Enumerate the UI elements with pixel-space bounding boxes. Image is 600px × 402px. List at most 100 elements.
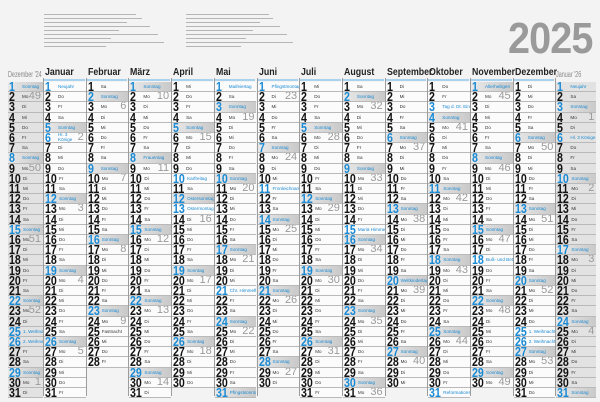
day-number: 24 (215, 316, 228, 327)
day-number: 30 (215, 377, 228, 388)
weekday-label: Sa (314, 114, 320, 120)
day-cell: 13 Di (428, 204, 470, 215)
holiday-cell: 31Reformationstag (428, 388, 470, 399)
day-number: 10 (514, 173, 527, 184)
sunday-cell: 22 Sonntag (8, 296, 43, 307)
weekday-label: Do (100, 135, 107, 140)
weekday-label: Di (357, 186, 363, 191)
weekday-label: Mo (571, 186, 578, 191)
column-divider (384, 78, 386, 396)
day-number: 13 (258, 204, 271, 215)
weekday-label: Sonntag (528, 206, 546, 212)
day-number: 7 (472, 143, 478, 154)
day-number: 22 (215, 296, 228, 307)
day-number: 9 (9, 163, 15, 174)
day-number: 26 (343, 337, 356, 348)
sunday-cell: 10 Sonntag (556, 173, 597, 184)
day-number: 12 (301, 194, 314, 205)
day-cell: 11 Sa (172, 184, 214, 195)
day-number: 28 (258, 357, 271, 368)
day-number: 26 (258, 337, 271, 348)
weekday-label: Sa (229, 379, 236, 385)
day-number: 29 (386, 367, 399, 378)
day-cell: 22 Di (385, 296, 428, 307)
day-cell: 30 Sa (556, 377, 597, 388)
weekday-label: Mi (315, 369, 321, 375)
day-cell: 23 Do (300, 306, 342, 317)
holiday-name: Mariä Himmelfahrt (357, 226, 385, 232)
weekday-label: Mo (272, 226, 279, 232)
weekday-label: Di (314, 145, 319, 151)
sunday-cell: 11 Sonntag (428, 184, 470, 195)
day-cell: 7 Fr (342, 143, 385, 154)
day-number: 20 (45, 275, 57, 286)
day-cell: 16 Do (172, 235, 214, 246)
day-number: 31 (215, 388, 228, 399)
weekday-label: Sonntag (486, 298, 504, 304)
day-cell: 8 Do (428, 153, 470, 164)
day-number: 10 (45, 173, 57, 184)
day-number: 4 (130, 112, 137, 123)
week-number: 46 (498, 163, 511, 174)
day-cell: 4 Do (257, 112, 300, 123)
day-number: 11 (557, 184, 569, 195)
day-cell: 15 Mi (172, 224, 214, 235)
weekday-label: Di (485, 104, 490, 110)
day-number: 8 (343, 153, 350, 164)
day-cell: 6 Mi (214, 133, 257, 144)
day-number: 10 (130, 173, 143, 184)
day-number: 25 (9, 326, 21, 337)
day-number: 5 (215, 122, 222, 133)
day-number: 8 (429, 153, 436, 164)
weekday-label: Di (101, 186, 107, 191)
day-number: 1 (343, 82, 350, 93)
day-cell: 29 Fr (556, 367, 597, 378)
day-number: 4 (343, 112, 350, 123)
day-cell: 10 Do (385, 173, 428, 184)
weekday-label: Di (443, 277, 448, 283)
sunday-cell: 8 Sonntag (471, 153, 513, 164)
day-cell: 5 Do (471, 122, 513, 133)
day-number: 9 (301, 163, 308, 174)
day-cell: 23 Mo 13 (129, 306, 172, 317)
day-cell: 12 Di (214, 194, 257, 205)
day-cell: 30 Do (44, 377, 86, 388)
day-cell: 23 Mi (513, 306, 556, 317)
day-cell: 20 Mi (556, 275, 597, 286)
weekday-label: Sa (357, 369, 364, 375)
day-cell: 26 Mi (86, 337, 129, 348)
weekday-label: Sonntag (571, 390, 589, 395)
weekday-label: Do (399, 104, 406, 110)
week-number: 49 (498, 377, 511, 388)
sunday-cell: 26 Sonntag (300, 337, 342, 348)
day-cell: 29 Di (385, 367, 428, 378)
day-cell: 14 Di 16 (172, 214, 214, 225)
day-cell: 12 Fr (257, 194, 300, 205)
day-number: 13 (429, 204, 442, 215)
day-number: 3 (343, 102, 350, 113)
day-cell: 25 Di (342, 326, 385, 337)
day-number: 30 (429, 377, 442, 388)
day-number: 26 (9, 337, 21, 348)
day-cell: 4 Mo 1 (556, 112, 597, 123)
weekday-label: Sa (357, 298, 364, 304)
day-number: 22 (429, 296, 442, 307)
day-number: 2 (514, 92, 521, 103)
day-number: 23 (301, 306, 314, 317)
holiday-cell: 13 Ostermontag (172, 204, 214, 215)
weekday-label: Sa (228, 94, 235, 100)
weekday-label: Do (443, 369, 450, 375)
sunday-cell: 24 Sonntag (214, 316, 257, 327)
day-number: 12 (258, 194, 271, 205)
day-cell: 26 Do (129, 337, 172, 348)
day-number: 15 (429, 224, 442, 235)
year-title: 2025 (508, 14, 593, 63)
week-number: 13 (156, 306, 170, 317)
sunday-cell: 10 Sonntag (214, 173, 257, 184)
sunday-cell: 19 Sonntag (44, 265, 86, 276)
day-number: 30 (472, 377, 484, 388)
weekday-label: Mo (228, 114, 236, 120)
day-cell: 8 Fr (556, 153, 597, 164)
day-number: 16 (87, 235, 100, 246)
day-cell: 29 Fr (214, 367, 257, 378)
